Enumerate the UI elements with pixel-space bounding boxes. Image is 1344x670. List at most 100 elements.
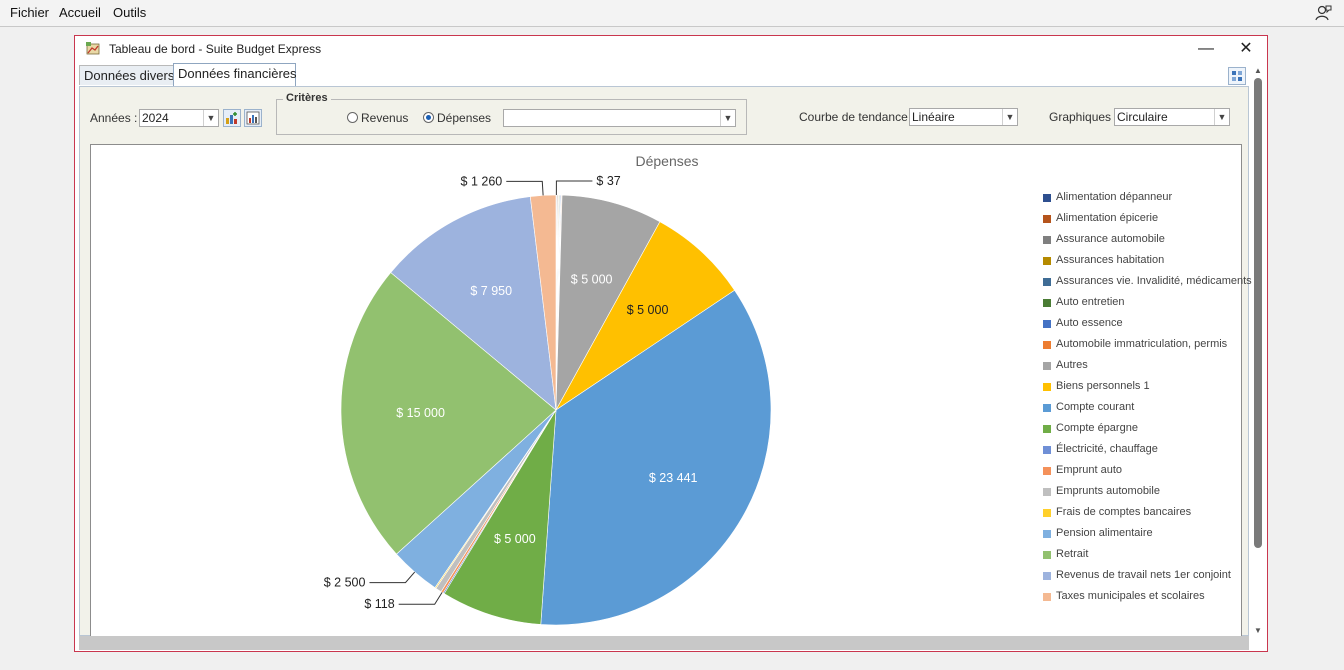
- menu-accueil[interactable]: Accueil: [59, 5, 101, 20]
- chevron-down-icon: ▼: [1214, 109, 1229, 125]
- chart-type-value: Circulaire: [1117, 110, 1168, 124]
- radio-depenses[interactable]: [423, 112, 434, 123]
- scroll-down-icon[interactable]: ▼: [1254, 626, 1262, 635]
- legend-swatch: [1043, 572, 1051, 580]
- legend-label: Taxes municipales et scolaires: [1056, 590, 1205, 602]
- legend-label: Auto essence: [1056, 317, 1123, 329]
- chart-options-button[interactable]: [244, 109, 262, 127]
- pie-slice-autres[interactable]: [555, 194, 661, 411]
- charts-label: Graphiques :: [1049, 110, 1118, 124]
- financial-panel: Années : 2024 ▼ Critères Revenus: [79, 86, 1252, 637]
- legend-swatch: [1043, 509, 1051, 517]
- legend-label: Retrait: [1056, 548, 1089, 560]
- trend-label: Courbe de tendance :: [799, 110, 915, 124]
- pie-slice-compte-courant[interactable]: [540, 289, 772, 626]
- layout-toggle-button[interactable]: [1228, 67, 1246, 85]
- menu-outils[interactable]: Outils: [113, 5, 147, 20]
- data-label-revenus-de-travail-nets-1er-conjoint: $ 7 950: [470, 284, 512, 298]
- pie-chart: Dépenses $ 37 $ 5 000 $ 5 000 $ 23 441 $ 5 0…: [324, 153, 772, 626]
- minimize-button[interactable]: —: [1198, 40, 1214, 57]
- data-label-emprunt-auto: $ 118: [364, 597, 394, 611]
- chart-type-select[interactable]: Circulaire ▼: [1114, 108, 1230, 126]
- radio-revenus[interactable]: [347, 112, 358, 123]
- pie-slice-revenus-de-travail-nets-1er-conjoint[interactable]: [390, 196, 557, 411]
- add-year-button[interactable]: [223, 109, 241, 127]
- legend-label: Emprunt auto: [1056, 464, 1123, 476]
- legend-swatch: [1043, 257, 1051, 265]
- chart-title: Dépenses: [635, 153, 698, 169]
- dashboard-window: Tableau de bord - Suite Budget Express —…: [74, 35, 1268, 652]
- scroll-up-icon[interactable]: ▲: [1254, 66, 1262, 75]
- menu-bar: Fichier Accueil Outils: [0, 0, 1344, 27]
- leader-line-taxes-municipales-et-scolaires: [506, 180, 544, 196]
- data-label-retrait: $ 15 000: [396, 406, 445, 420]
- close-button[interactable]: ✕: [1239, 40, 1253, 57]
- feedback-icon[interactable]: [1314, 4, 1332, 22]
- legend-swatch: [1043, 551, 1051, 559]
- legend-swatch: [1043, 299, 1051, 307]
- leader-line-pension-alimentaire: [369, 571, 416, 584]
- legend-swatch: [1043, 320, 1051, 328]
- legend-swatch: [1043, 593, 1051, 601]
- trend-value: Linéaire: [912, 110, 955, 124]
- trend-select[interactable]: Linéaire ▼: [909, 108, 1018, 126]
- legend-swatch: [1043, 446, 1051, 454]
- legend-label: Compte épargne: [1056, 422, 1138, 434]
- legend-swatch: [1043, 194, 1051, 202]
- data-label-pension-alimentaire: $ 2 500: [324, 576, 366, 590]
- legend-swatch: [1043, 278, 1051, 286]
- criteria-select[interactable]: ▼: [503, 109, 736, 127]
- data-label-compte-courant: $ 23 441: [649, 471, 698, 485]
- window-titlebar[interactable]: Tableau de bord - Suite Budget Express —…: [75, 36, 1267, 62]
- legend-label: Assurances habitation: [1056, 254, 1165, 266]
- grid-icon: [1232, 71, 1242, 81]
- tab-donnees-divers[interactable]: Données divers: [79, 65, 174, 85]
- chevron-down-icon: ▼: [203, 110, 218, 126]
- legend-label: Pension alimentaire: [1056, 527, 1153, 539]
- criteria-group: Critères Revenus Dépenses ▼: [276, 92, 747, 135]
- year-select[interactable]: 2024 ▼: [139, 109, 219, 127]
- tab-donnees-financieres[interactable]: Données financières: [173, 63, 297, 86]
- legend-swatch: [1043, 467, 1051, 475]
- chevron-down-icon: ▼: [720, 110, 735, 126]
- legend-label: Assurance automobile: [1056, 233, 1165, 245]
- legend-label: Compte courant: [1056, 401, 1135, 413]
- data-label-compte-epargne: $ 5 000: [494, 532, 536, 546]
- legend-label: Alimentation épicerie: [1056, 212, 1159, 224]
- legend-label: Revenus de travail nets 1er conjoint: [1056, 569, 1231, 581]
- legend-swatch: [1043, 530, 1051, 538]
- chart-add-icon: [226, 112, 237, 124]
- pie-slice-retrait[interactable]: [340, 272, 557, 555]
- window-title: Tableau de bord - Suite Budget Express: [109, 42, 322, 56]
- vertical-scrollbar[interactable]: ▲ ▼: [1252, 66, 1264, 636]
- criteria-title: Critères: [283, 92, 331, 104]
- radio-depenses-label[interactable]: Dépenses: [437, 111, 492, 125]
- scroll-thumb[interactable]: [1254, 78, 1262, 548]
- radio-revenus-label[interactable]: Revenus: [361, 111, 409, 125]
- pie-slice-compte-epargne[interactable]: [443, 409, 557, 625]
- legend-swatch: [1043, 488, 1051, 496]
- years-label: Années :: [90, 111, 138, 125]
- legend-label: Emprunts automobile: [1056, 485, 1160, 497]
- horizontal-scrollbar[interactable]: [79, 636, 1249, 650]
- legend-swatch: [1043, 362, 1051, 370]
- legend-swatch: [1043, 236, 1051, 244]
- data-label-biens-personnels-1: $ 5 000: [627, 303, 669, 317]
- chevron-down-icon: ▼: [1002, 109, 1017, 125]
- legend-label: Automobile immatriculation, permis: [1056, 338, 1228, 350]
- legend-label: Assurances vie. Invalidité, médicaments: [1056, 275, 1252, 287]
- leader-line-alimentation-depanneur: [555, 180, 593, 196]
- legend-swatch: [1043, 404, 1051, 412]
- legend-label: Électricité, chauffage: [1056, 443, 1158, 455]
- year-value: 2024: [142, 111, 169, 125]
- menu-fichier[interactable]: Fichier: [10, 5, 50, 20]
- legend-label: Autres: [1056, 359, 1088, 371]
- data-label-alimentation-depanneur: $ 37: [596, 174, 620, 188]
- data-label-taxes-municipales-et-scolaires: $ 1 260: [461, 174, 503, 188]
- legend-swatch: [1043, 341, 1051, 349]
- legend-swatch: [1043, 425, 1051, 433]
- legend-swatch: [1043, 215, 1051, 223]
- pie-slice-biens-personnels-1[interactable]: [555, 221, 736, 411]
- legend-swatch: [1043, 383, 1051, 391]
- app-icon: [86, 42, 100, 55]
